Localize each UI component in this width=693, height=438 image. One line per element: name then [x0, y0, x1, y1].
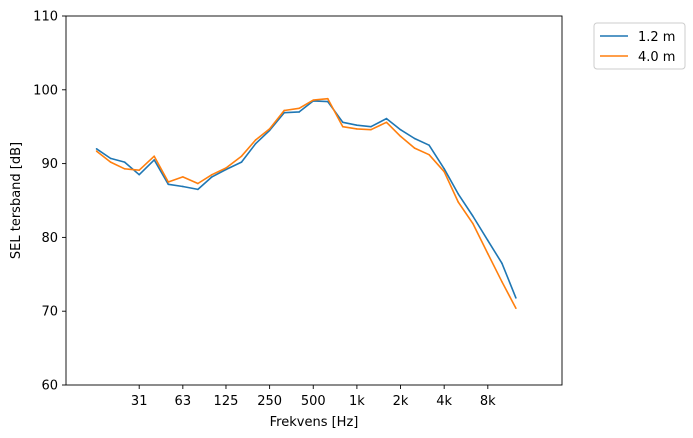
x-tick-label: 1k: [349, 394, 365, 409]
data-point: [515, 307, 517, 310]
data-point: [501, 262, 503, 265]
data-point: [298, 111, 301, 113]
x-tick-label: 31: [131, 394, 148, 409]
data-point: [254, 139, 257, 141]
plot-area: [65, 15, 563, 386]
series-line-first: [96, 100, 517, 299]
y-tick-label: 80: [41, 231, 58, 246]
data-point: [182, 185, 184, 188]
data-point: [109, 161, 112, 163]
data-point: [515, 297, 517, 299]
data-point: [327, 100, 329, 103]
data-point: [428, 144, 430, 146]
data-point: [385, 117, 388, 120]
data-point: [240, 155, 243, 158]
data-point: [443, 167, 445, 170]
data-point: [443, 170, 445, 173]
data-point: [399, 135, 402, 138]
data-point: [95, 150, 98, 152]
x-tick-label: 63: [175, 394, 192, 409]
data-point: [298, 107, 301, 110]
data-point: [123, 167, 126, 170]
data-point: [268, 128, 271, 130]
data-point: [211, 173, 213, 176]
data-point: [225, 167, 227, 169]
data-point: [356, 128, 358, 130]
data-point: [153, 159, 156, 161]
data-point: [370, 125, 372, 128]
data-point: [167, 183, 170, 186]
data-point: [471, 222, 474, 225]
data-point: [138, 173, 140, 176]
data-point: [138, 169, 140, 172]
y-axis-label: SEL tersband [dB]: [9, 142, 24, 259]
plot-frame: [65, 15, 563, 386]
x-axis-label: Frekvens [Hz]: [270, 415, 359, 430]
data-point: [457, 193, 460, 195]
y-tick-label: 70: [41, 305, 58, 320]
data-point: [123, 161, 126, 163]
data-point: [211, 176, 213, 178]
data-point: [342, 125, 344, 128]
x-tick-label: 250: [257, 394, 282, 409]
data-point: [312, 99, 315, 101]
y-tick-label: 90: [41, 157, 58, 172]
legend-label: 4.0 m: [638, 50, 675, 65]
data-point: [167, 181, 170, 183]
data-point: [471, 215, 474, 217]
data-point: [487, 252, 489, 255]
data-point: [342, 121, 344, 124]
data-point: [487, 239, 489, 242]
data-point: [283, 109, 285, 112]
data-point: [182, 176, 184, 178]
data-point: [153, 155, 156, 158]
data-point: [413, 147, 416, 149]
x-tick-label: 125: [214, 394, 239, 409]
legend-label: 1.2 m: [638, 30, 675, 45]
data-point: [197, 188, 199, 191]
y-tick-label: 110: [33, 10, 58, 25]
data-point: [240, 161, 243, 163]
legend: 1.2 m 4.0 m: [593, 22, 686, 70]
data-point: [457, 201, 460, 203]
y-axis: 60 70 80 90 100 110: [33, 10, 66, 394]
data-point: [413, 137, 416, 140]
x-tick-label: 500: [301, 394, 326, 409]
data-point: [109, 157, 112, 160]
legend-box: [593, 22, 686, 70]
x-tick-label: 2k: [393, 394, 409, 409]
data-point: [95, 148, 98, 150]
x-tick-label: 4k: [436, 394, 452, 409]
y-tick-label: 60: [41, 379, 58, 394]
data-point: [254, 142, 257, 145]
data-point: [501, 280, 503, 283]
data-point: [225, 168, 227, 171]
series-line-second: [96, 97, 517, 309]
data-point: [356, 124, 358, 127]
series-group: [95, 97, 517, 310]
data-point: [370, 128, 372, 131]
data-point: [385, 121, 388, 124]
data-point: [327, 97, 329, 100]
data-point: [399, 128, 402, 131]
x-axis: 31 63 125 250 500 1k 2k 4k 8k: [131, 385, 496, 409]
y-tick-label: 100: [33, 83, 58, 98]
x-tick-label: 8k: [480, 394, 496, 409]
data-point: [428, 153, 430, 156]
data-point: [197, 182, 199, 185]
